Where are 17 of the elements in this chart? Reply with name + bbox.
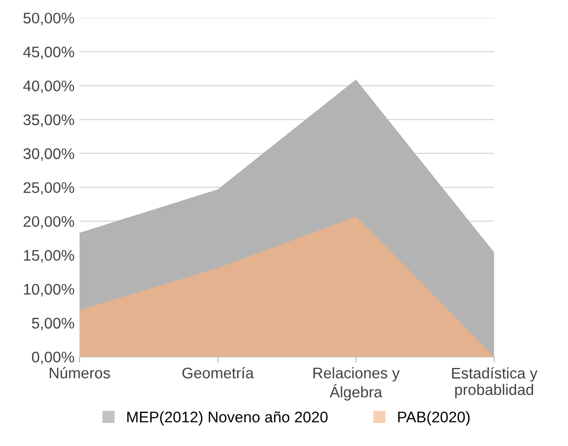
y-tick-label: 40,00% bbox=[23, 80, 74, 94]
x-tick-label: Estadística y probablidad bbox=[452, 367, 538, 398]
y-tick-label: 0,00% bbox=[32, 352, 74, 364]
y-tick-label: 5,00% bbox=[32, 318, 74, 330]
y-tick-label: 10,00% bbox=[24, 284, 74, 296]
y-tick-label: 50,00% bbox=[23, 12, 74, 26]
y-tick-label: 45,00% bbox=[23, 46, 74, 60]
legend-label: MEP(2012) Noveno año 2020 bbox=[127, 411, 328, 426]
y-tick-label: 20,00% bbox=[24, 216, 74, 229]
x-tick-label: Números bbox=[50, 367, 110, 378]
y-tick-label: 15,00% bbox=[24, 250, 74, 263]
y-tick-label: 25,00% bbox=[24, 182, 74, 195]
y-tick-label: 35,00% bbox=[23, 114, 74, 128]
legend-label: PAB(2020) bbox=[398, 411, 470, 426]
y-tick-label: 30,00% bbox=[23, 148, 74, 161]
x-tick-label: Relaciones y Álgebra bbox=[313, 367, 400, 401]
x-tick-label: Geometría bbox=[182, 367, 254, 378]
